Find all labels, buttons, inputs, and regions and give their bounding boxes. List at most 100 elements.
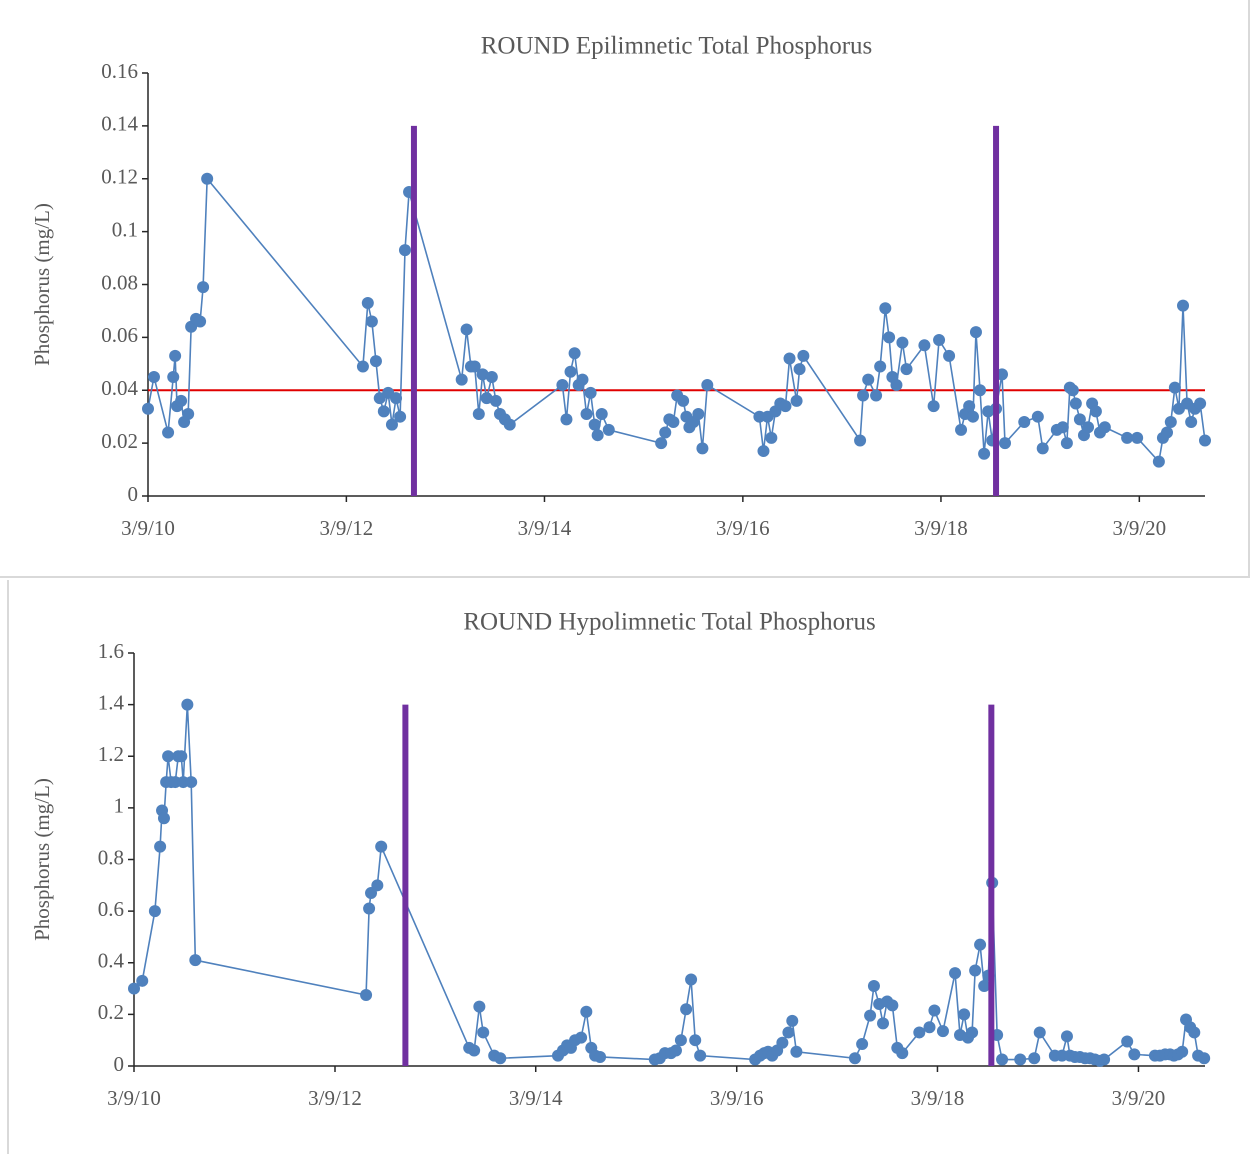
data-point — [874, 360, 887, 373]
data-point — [918, 339, 931, 352]
data-point — [1031, 410, 1044, 423]
x-tick-label: 3/9/12 — [320, 516, 374, 540]
data-point — [1014, 1053, 1027, 1066]
data-point — [966, 410, 979, 423]
data-point — [377, 405, 390, 418]
x-tick-label: 3/9/18 — [914, 516, 968, 540]
data-point — [142, 402, 154, 415]
data-point — [185, 776, 198, 789]
y-axis-label: Phosphorus (mg/L) — [30, 203, 54, 366]
data-point — [978, 979, 991, 992]
data-point — [943, 349, 956, 362]
data-point — [1188, 1026, 1201, 1039]
data-point — [594, 1050, 607, 1063]
data-point — [969, 326, 982, 339]
data-point — [854, 434, 867, 447]
y-tick-label: 0.1 — [112, 217, 138, 241]
data-point — [879, 302, 892, 315]
data-point — [974, 938, 987, 951]
data-point — [786, 1014, 799, 1027]
data-point — [1060, 1030, 1073, 1043]
data-point — [998, 437, 1011, 450]
data-point — [1056, 421, 1069, 434]
data-point — [1082, 421, 1095, 434]
data-point — [776, 1036, 789, 1049]
data-point — [1194, 397, 1207, 410]
data-point — [783, 352, 796, 365]
data-point — [896, 336, 909, 349]
data-point — [927, 400, 940, 413]
x-tick-label: 3/9/14 — [509, 1086, 563, 1110]
data-point — [655, 437, 668, 450]
data-point — [669, 1044, 682, 1057]
data-point — [1121, 431, 1134, 444]
data-point — [556, 378, 569, 391]
data-point — [862, 373, 875, 386]
data-point — [1098, 1053, 1111, 1066]
x-tick-label: 3/9/20 — [1112, 1086, 1166, 1110]
data-point — [969, 964, 982, 977]
y-tick-label: 0.4 — [98, 949, 125, 973]
data-point — [576, 373, 589, 386]
data-point — [1176, 1045, 1189, 1058]
data-point — [1060, 437, 1073, 450]
data-point — [390, 392, 403, 405]
data-point — [580, 1005, 593, 1018]
data-point — [685, 973, 698, 986]
data-point — [485, 371, 498, 384]
data-point — [1089, 405, 1102, 418]
data-point — [580, 408, 593, 421]
data-point — [398, 244, 411, 257]
data-line — [147, 176, 1206, 464]
data-point — [394, 410, 407, 423]
data-point — [189, 954, 202, 967]
data-point — [363, 902, 376, 915]
data-point — [369, 355, 382, 368]
data-point — [1185, 415, 1198, 428]
data-point — [680, 1003, 693, 1016]
data-point — [949, 967, 962, 980]
data-point — [1028, 1052, 1041, 1065]
data-point — [584, 386, 597, 399]
data-point — [568, 347, 581, 360]
data-point — [790, 1045, 803, 1058]
y-tick-label: 1 — [114, 794, 125, 818]
data-point — [473, 1000, 486, 1013]
data-point — [1069, 397, 1082, 410]
data-point — [797, 349, 810, 362]
data-point — [1128, 1048, 1141, 1061]
data-point — [696, 442, 709, 455]
data-point — [1033, 1026, 1046, 1039]
x-tick-label: 3/9/20 — [1112, 516, 1166, 540]
data-point — [779, 400, 792, 413]
data-point — [169, 349, 182, 362]
data-point — [460, 323, 473, 336]
data-point — [201, 172, 214, 185]
y-tick-label: 0 — [114, 1052, 125, 1076]
data-point — [162, 426, 175, 439]
data-point — [175, 750, 188, 763]
chart-title: ROUND Epilimnetic Total Phosphorus — [481, 33, 873, 60]
data-point — [595, 408, 608, 421]
data-point — [694, 1049, 707, 1062]
y-tick-label: 1.6 — [98, 639, 124, 663]
data-point — [480, 392, 493, 405]
chart-title: ROUND Hypolimnetic Total Phosphorus — [463, 609, 875, 636]
data-point — [996, 1053, 1009, 1066]
data-point — [923, 1021, 936, 1034]
x-tick-label: 3/9/12 — [308, 1086, 362, 1110]
data-point — [955, 423, 968, 436]
data-point — [468, 1044, 481, 1057]
y-tick-label: 0.8 — [98, 845, 124, 869]
y-tick-label: 0.06 — [101, 323, 138, 347]
data-point — [1152, 455, 1165, 468]
data-point — [1131, 431, 1144, 444]
x-tick-label: 3/9/16 — [716, 516, 770, 540]
data-point — [564, 365, 577, 378]
y-tick-label: 1.2 — [98, 742, 124, 766]
data-point — [371, 879, 384, 892]
data-point — [928, 1004, 941, 1017]
data-point — [857, 389, 870, 402]
data-point — [455, 373, 468, 386]
